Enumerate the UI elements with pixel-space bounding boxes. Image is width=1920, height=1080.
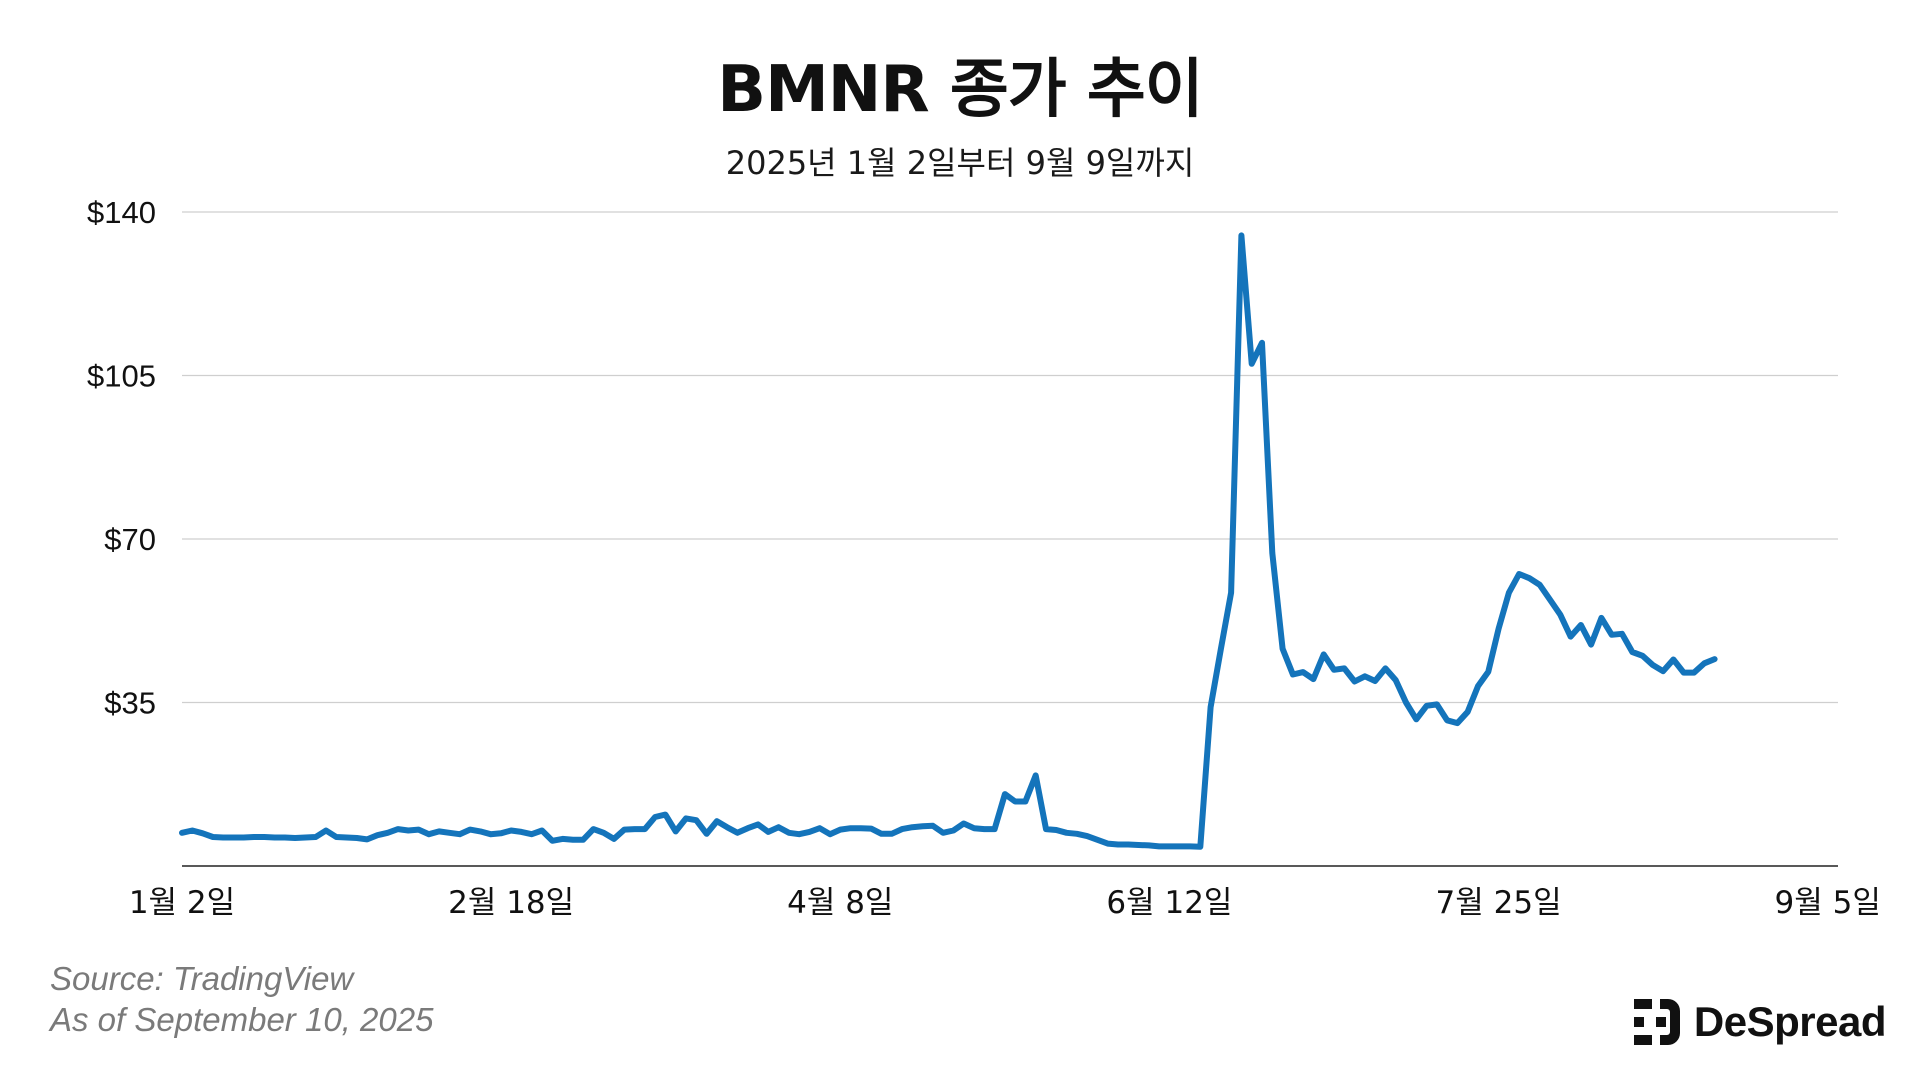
grid-lines [182,211,1838,704]
x-tick-label: 2월 18일 [448,885,574,921]
series-line-bmnr-close [179,232,1718,850]
brand-logo: DeSpread [1633,996,1887,1048]
despread-logo-icon [1633,999,1680,1045]
source-text: Source: TradingView [50,960,354,997]
x-axis-ticks: 1월 2일 2월 18일 4월 8일 6월 12일 7월 25일 9월 5일 [129,885,1881,921]
y-tick-label: $70 [104,522,156,557]
x-tick-label: 9월 5일 [1775,885,1881,921]
chart-title: BMNR 종가 추이 [717,53,1203,127]
y-tick-label: $35 [104,686,156,721]
y-axis-ticks: $35 $70 $105 $140 [87,195,156,721]
y-tick-label: $140 [87,195,156,230]
x-tick-label: 6월 12일 [1106,885,1232,921]
y-tick-label: $105 [87,359,156,394]
chart-subtitle: 2025년 1월 2일부터 9월 9일까지 [725,144,1195,182]
x-tick-label: 1월 2일 [129,885,235,921]
x-tick-label: 7월 25일 [1436,885,1562,921]
brand-name: DeSpread [1693,998,1887,1045]
x-tick-label: 4월 8일 [787,885,893,921]
as-of-date: As of September 10, 2025 [50,1001,434,1038]
